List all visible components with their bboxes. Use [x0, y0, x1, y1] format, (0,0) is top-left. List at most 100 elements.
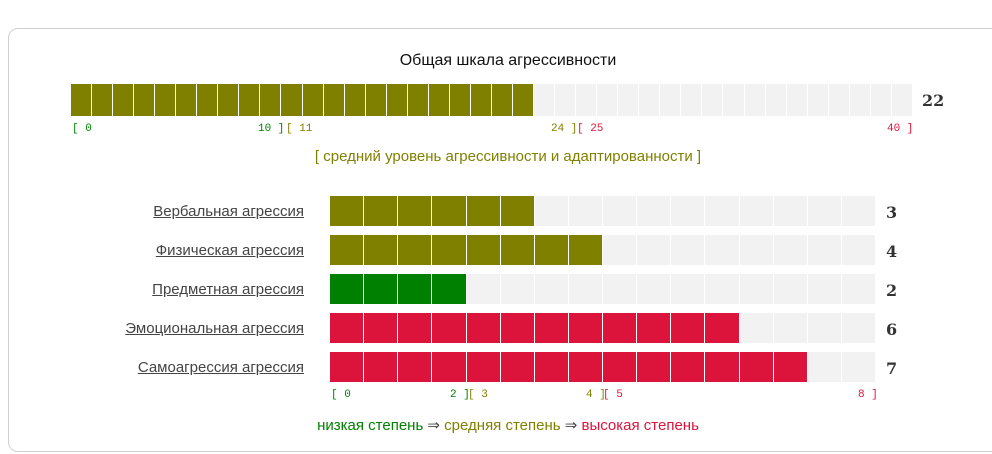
rows-tick-medium-start: [ 3: [468, 389, 488, 401]
row-score-physical: 4: [886, 242, 898, 261]
row-segment: [603, 313, 637, 343]
row-segment: [807, 352, 841, 382]
total-segment: [113, 84, 134, 116]
total-segment: [597, 84, 618, 116]
rows-tick-high-end: 8 ]: [858, 389, 878, 401]
row-segment: [841, 196, 875, 226]
total-segment: [449, 84, 470, 116]
total-segment: [281, 84, 302, 116]
row-segment: [534, 274, 568, 304]
row-segment: [432, 196, 466, 226]
total-segment: [323, 84, 344, 116]
row-segment: [364, 274, 398, 304]
total-segment: [891, 84, 912, 116]
row-segment: [330, 352, 364, 382]
row-segment: [603, 352, 637, 382]
row-bar-verbal: [330, 196, 875, 226]
row-segment: [534, 196, 568, 226]
row-bar-self: [330, 352, 875, 382]
total-segment: [92, 84, 113, 116]
total-segment: [302, 84, 323, 116]
scale-title: Общая шкала агрессивности: [399, 52, 617, 69]
row-segment: [500, 235, 534, 265]
row-segment: [398, 352, 432, 382]
total-tick-high-end: 40 ]: [887, 123, 914, 135]
row-segment: [330, 313, 364, 343]
row-segment: [534, 352, 568, 382]
row-segment: [500, 274, 534, 304]
total-segment: [555, 84, 576, 116]
row-segment: [807, 235, 841, 265]
total-segment: [218, 84, 239, 116]
total-segment: [618, 84, 639, 116]
total-segment: [71, 84, 92, 116]
row-segment: [500, 352, 534, 382]
row-segment: [330, 196, 364, 226]
rows-tick-low-end: 2 ]: [450, 389, 470, 401]
row-segment: [705, 352, 739, 382]
row-segment: [841, 352, 875, 382]
row-segment: [773, 352, 807, 382]
row-segment: [568, 274, 602, 304]
row-segment: [500, 313, 534, 343]
total-segment: [534, 84, 555, 116]
total-segment: [197, 84, 218, 116]
row-segment: [534, 235, 568, 265]
row-segment: [330, 274, 364, 304]
total-segment: [828, 84, 849, 116]
row-label-physical[interactable]: Физическая агрессия: [155, 242, 304, 259]
severity-legend: низкая степень ⇒ средняя степень ⇒ высок…: [0, 416, 992, 434]
legend-low: низкая степень: [317, 417, 424, 434]
total-segment: [386, 84, 407, 116]
total-tick-medium-start: [ 11: [286, 123, 313, 135]
row-bar-emotional: [330, 313, 875, 343]
row-bar-object: [330, 274, 875, 304]
row-segment: [671, 313, 705, 343]
row-segment: [807, 196, 841, 226]
total-scale-bar: [71, 84, 912, 116]
row-segment: [603, 196, 637, 226]
total-segment: [260, 84, 281, 116]
row-segment: [739, 235, 773, 265]
total-segment: [365, 84, 386, 116]
row-segment: [466, 313, 500, 343]
row-label-verbal[interactable]: Вербальная агрессия: [153, 203, 304, 220]
total-tick-low-end: 10 ]: [258, 123, 285, 135]
total-segment: [807, 84, 828, 116]
total-segment: [744, 84, 765, 116]
total-segment: [470, 84, 491, 116]
row-segment: [568, 313, 602, 343]
rows-tick-medium-end: 4 ]: [586, 389, 606, 401]
row-segment: [466, 352, 500, 382]
total-segment: [576, 84, 597, 116]
row-segment: [568, 235, 602, 265]
row-segment: [466, 196, 500, 226]
row-segment: [773, 196, 807, 226]
legend-medium: средняя степень: [444, 417, 561, 434]
row-segment: [739, 313, 773, 343]
row-segment: [841, 313, 875, 343]
total-segment: [407, 84, 428, 116]
row-label-emotional[interactable]: Эмоциональная агрессия: [125, 320, 304, 337]
row-segment: [466, 274, 500, 304]
total-segment: [344, 84, 365, 116]
row-segment: [432, 235, 466, 265]
rows-tick-high-start: [ 5: [603, 389, 623, 401]
row-segment: [398, 313, 432, 343]
row-label-self[interactable]: Самоагрессия агрессия: [137, 359, 304, 376]
row-segment: [671, 274, 705, 304]
row-segment: [432, 313, 466, 343]
row-segment: [568, 196, 602, 226]
row-segment: [705, 274, 739, 304]
row-label-object[interactable]: Предметная агрессия: [152, 281, 304, 298]
row-segment: [841, 235, 875, 265]
row-segment: [330, 235, 364, 265]
legend-high: высокая степень: [581, 417, 699, 434]
row-segment: [773, 235, 807, 265]
row-segment: [364, 196, 398, 226]
row-segment: [637, 274, 671, 304]
row-segment: [705, 196, 739, 226]
row-segment: [739, 274, 773, 304]
total-segment: [176, 84, 197, 116]
total-segment: [681, 84, 702, 116]
